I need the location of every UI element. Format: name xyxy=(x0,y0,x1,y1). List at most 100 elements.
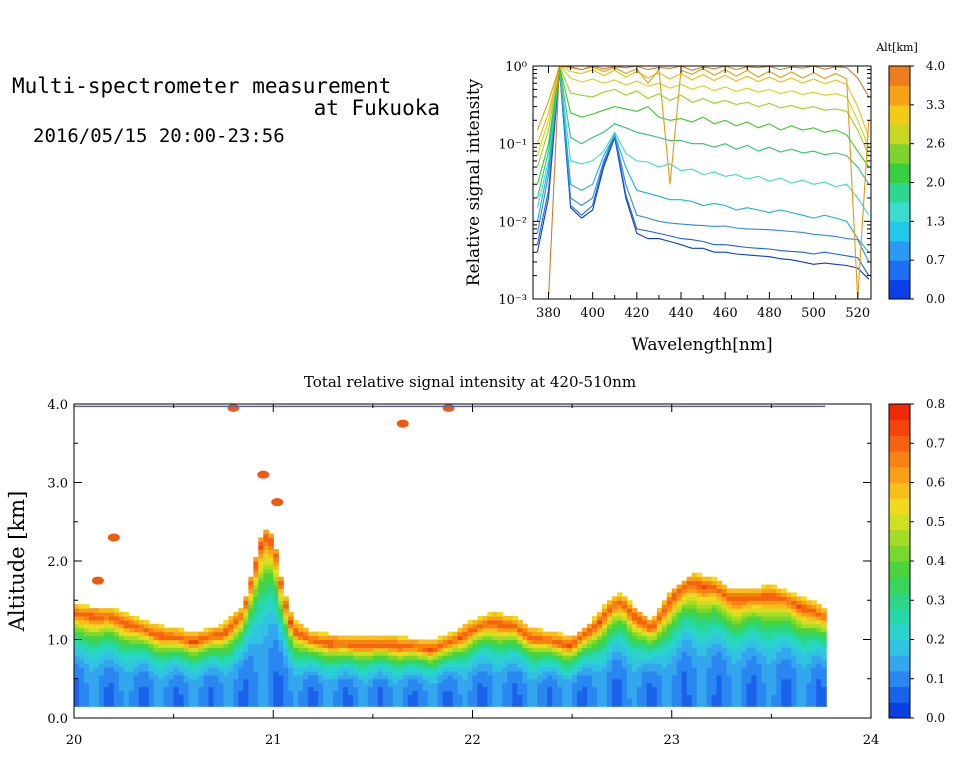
heatmap-cell xyxy=(606,612,613,617)
heatmap-cell xyxy=(746,694,753,699)
heatmap-cell xyxy=(88,631,95,637)
heatmap-cell xyxy=(497,639,503,645)
heatmap-cell xyxy=(228,655,234,660)
heatmap-cell xyxy=(128,643,135,648)
heatmap-cell xyxy=(83,604,90,609)
heatmap-cell xyxy=(636,631,643,637)
heatmap-cell xyxy=(437,651,444,656)
heatmap-cell xyxy=(547,674,553,680)
heatmap-cell xyxy=(108,631,115,637)
heatmap-cell xyxy=(507,615,513,621)
heatmap-cell xyxy=(128,631,135,637)
heatmap-cell xyxy=(542,666,548,672)
heatmap-cell xyxy=(432,651,439,656)
heatmap-cell xyxy=(243,674,249,680)
heatmap-cell xyxy=(268,663,274,668)
heatmap-cell xyxy=(656,643,663,648)
spectrum-line-6 xyxy=(536,66,870,185)
heatmap-cell xyxy=(168,643,175,648)
heatmap-cell xyxy=(801,702,807,707)
heatmap-cell xyxy=(532,655,538,660)
spectrum-line-0 xyxy=(536,69,870,280)
heatmap-cell xyxy=(741,631,748,637)
heatmap-cell xyxy=(741,694,748,699)
heatmap-cell xyxy=(706,619,713,625)
heatmap-cell xyxy=(412,702,419,707)
heatmap-cell xyxy=(83,670,90,676)
heatmap-cell xyxy=(572,678,578,684)
heatmap-cell xyxy=(542,682,548,688)
heatmap-cell xyxy=(522,659,528,664)
heatmap-cell xyxy=(582,674,588,680)
heatmap-cell xyxy=(88,619,95,625)
heatmap-cell xyxy=(597,702,603,707)
heatmap-cell xyxy=(711,612,718,617)
heatmap-cell xyxy=(492,627,498,633)
heatmap-cell xyxy=(756,608,763,613)
heatmap-cell xyxy=(626,666,633,672)
heatmap-cell xyxy=(651,678,658,684)
heatmap-cell xyxy=(691,623,698,629)
heatmap-cell xyxy=(721,639,728,645)
heatmap-cell xyxy=(721,619,728,625)
heatmap-cell xyxy=(188,674,195,680)
heatmap-cell xyxy=(298,666,304,672)
heatmap-cell xyxy=(686,627,693,633)
heatmap-cell xyxy=(407,670,414,676)
heatmap-cell xyxy=(736,647,743,652)
heatmap-cell xyxy=(557,678,563,684)
heatmap-cell xyxy=(796,639,802,645)
heatmap-cell xyxy=(492,690,498,696)
heatmap-cell xyxy=(193,694,200,699)
heatmap-cell xyxy=(791,608,797,613)
altitude-colorbar-label: 4.0 xyxy=(926,59,945,73)
heatmap-cell xyxy=(731,686,738,692)
heatmap-cell xyxy=(88,639,95,645)
heatmap-cell xyxy=(203,643,210,648)
intensity-colorbar-band xyxy=(889,561,910,578)
heatmap-cell xyxy=(98,623,105,629)
heatmap-cell xyxy=(402,690,409,696)
heatmap-cell xyxy=(447,651,454,656)
heatmap-cell xyxy=(208,635,215,641)
heatmap-cell xyxy=(273,588,279,593)
heatmap-cell xyxy=(173,690,180,696)
heatmap-cell xyxy=(512,686,518,692)
heatmap-cell xyxy=(616,612,623,617)
heatmap-cell xyxy=(88,627,95,633)
heatmap-cell xyxy=(751,670,758,676)
heatmap-cell xyxy=(303,643,309,648)
heatmap-cell xyxy=(88,682,95,688)
heatmap-cell xyxy=(646,678,653,684)
heatmap-cell xyxy=(342,674,349,680)
heatmap-cell xyxy=(258,631,264,637)
heatmap-cell xyxy=(308,690,314,696)
heatmap-cell xyxy=(751,698,758,703)
heatmap-cell xyxy=(711,619,718,625)
heatmap-cell xyxy=(611,604,618,609)
heatmap-cell xyxy=(746,615,753,621)
intensity-colorbar-band xyxy=(889,686,910,703)
heatmap-cell xyxy=(517,651,523,656)
heatmap-cell xyxy=(761,698,767,703)
heatmap-cell xyxy=(731,588,738,593)
heatmap-cell xyxy=(283,623,289,629)
heatmap-cell xyxy=(233,694,239,699)
heatmap-cell xyxy=(328,666,334,672)
heatmap-cell xyxy=(103,608,110,613)
heatmap-cell xyxy=(118,670,125,676)
heatmap-cell xyxy=(467,698,474,703)
heatmap-cell xyxy=(542,647,548,652)
heatmap-cell xyxy=(193,674,200,680)
heatmap-cell xyxy=(447,698,454,703)
heatmap-cell xyxy=(527,627,533,633)
heatmap-cell xyxy=(173,678,180,684)
heatmap-cell xyxy=(452,651,459,656)
heatmap-cell xyxy=(761,690,767,696)
heatmap-cell xyxy=(701,623,708,629)
heatmap-cell xyxy=(333,678,339,684)
heatmap-cell xyxy=(417,663,424,668)
heatmap-cell xyxy=(721,588,728,593)
heatmap-cell xyxy=(288,612,294,617)
heatmap-cell xyxy=(128,702,135,707)
